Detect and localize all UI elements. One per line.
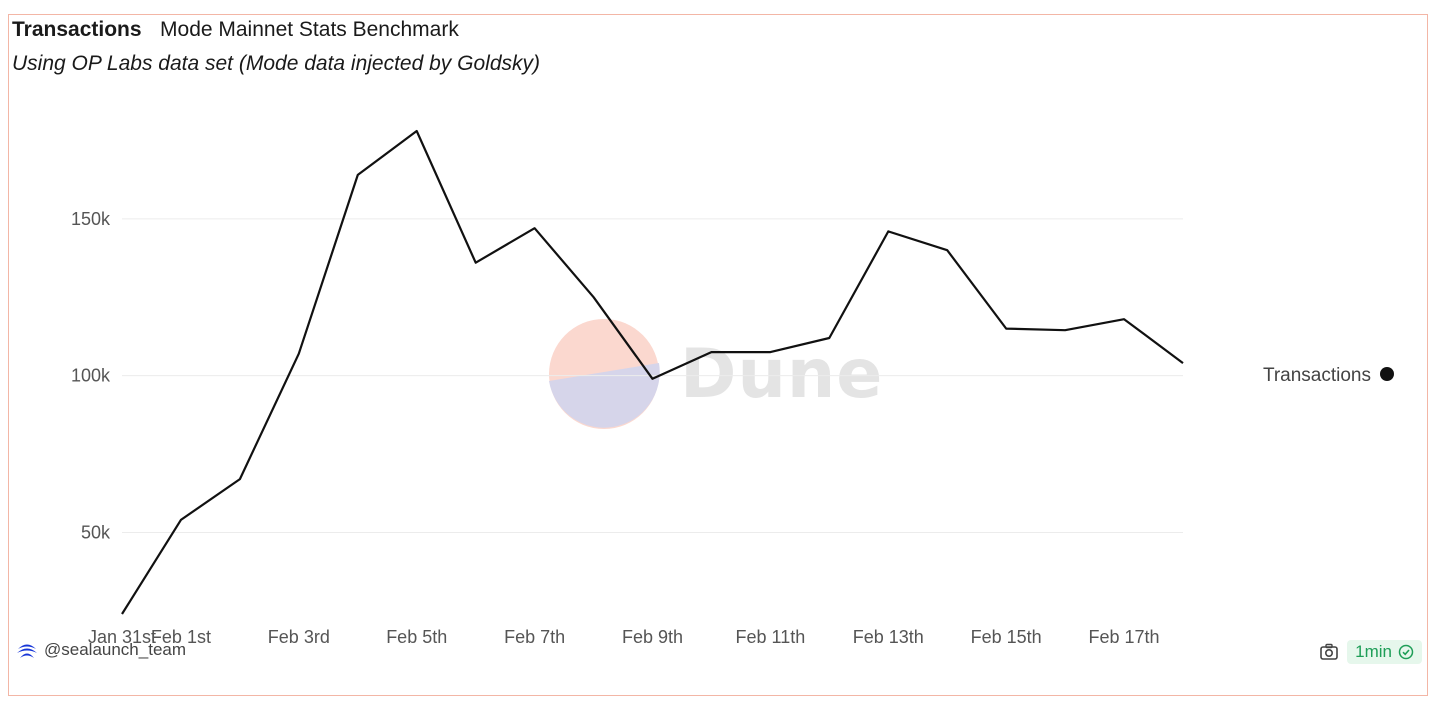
y-tick-label: 50k	[81, 522, 111, 542]
chart-title: Transactions	[12, 18, 142, 41]
chart-header: Transactions Mode Mainnet Stats Benchmar…	[12, 18, 459, 42]
x-tick-label: Feb 3rd	[268, 627, 330, 647]
y-tick-label: 100k	[71, 366, 111, 386]
legend[interactable]: Transactions	[1263, 365, 1394, 386]
brand-logo-icon	[17, 644, 37, 658]
x-tick-label: Jan 31st	[88, 627, 156, 647]
y-tick-label: 150k	[71, 209, 111, 229]
y-axis-ticks: 50k 100k 150k	[71, 209, 111, 543]
camera-icon[interactable]	[1319, 643, 1339, 661]
x-tick-label: Feb 15th	[971, 627, 1042, 647]
series-layer	[121, 129, 1184, 615]
legend-marker[interactable]	[1380, 367, 1394, 381]
grid-lines	[122, 218, 1183, 533]
x-tick-label: Feb 17th	[1089, 627, 1160, 647]
x-tick-label: Feb 7th	[504, 627, 565, 647]
footer-actions: 1min	[1319, 640, 1422, 664]
x-tick-label: Feb 5th	[386, 627, 447, 647]
x-tick-label: Feb 9th	[622, 627, 683, 647]
author-attribution[interactable]: @sealaunch_team	[16, 640, 186, 660]
chart-subtitle: Mode Mainnet Stats Benchmark	[160, 18, 459, 41]
x-tick-label: Feb 13th	[853, 627, 924, 647]
refresh-badge[interactable]: 1min	[1347, 640, 1422, 664]
check-circle-icon	[1398, 644, 1414, 660]
series-line[interactable]	[121, 129, 1184, 615]
x-tick-label: Feb 11th	[736, 627, 806, 647]
legend-label[interactable]: Transactions	[1263, 365, 1371, 386]
chart-card	[8, 14, 1428, 696]
author-handle[interactable]: @sealaunch_team	[44, 640, 187, 659]
refresh-interval: 1min	[1355, 642, 1392, 661]
chart-description: Using OP Labs data set (Mode data inject…	[12, 52, 540, 75]
x-tick-label: Feb 1st	[151, 627, 211, 647]
